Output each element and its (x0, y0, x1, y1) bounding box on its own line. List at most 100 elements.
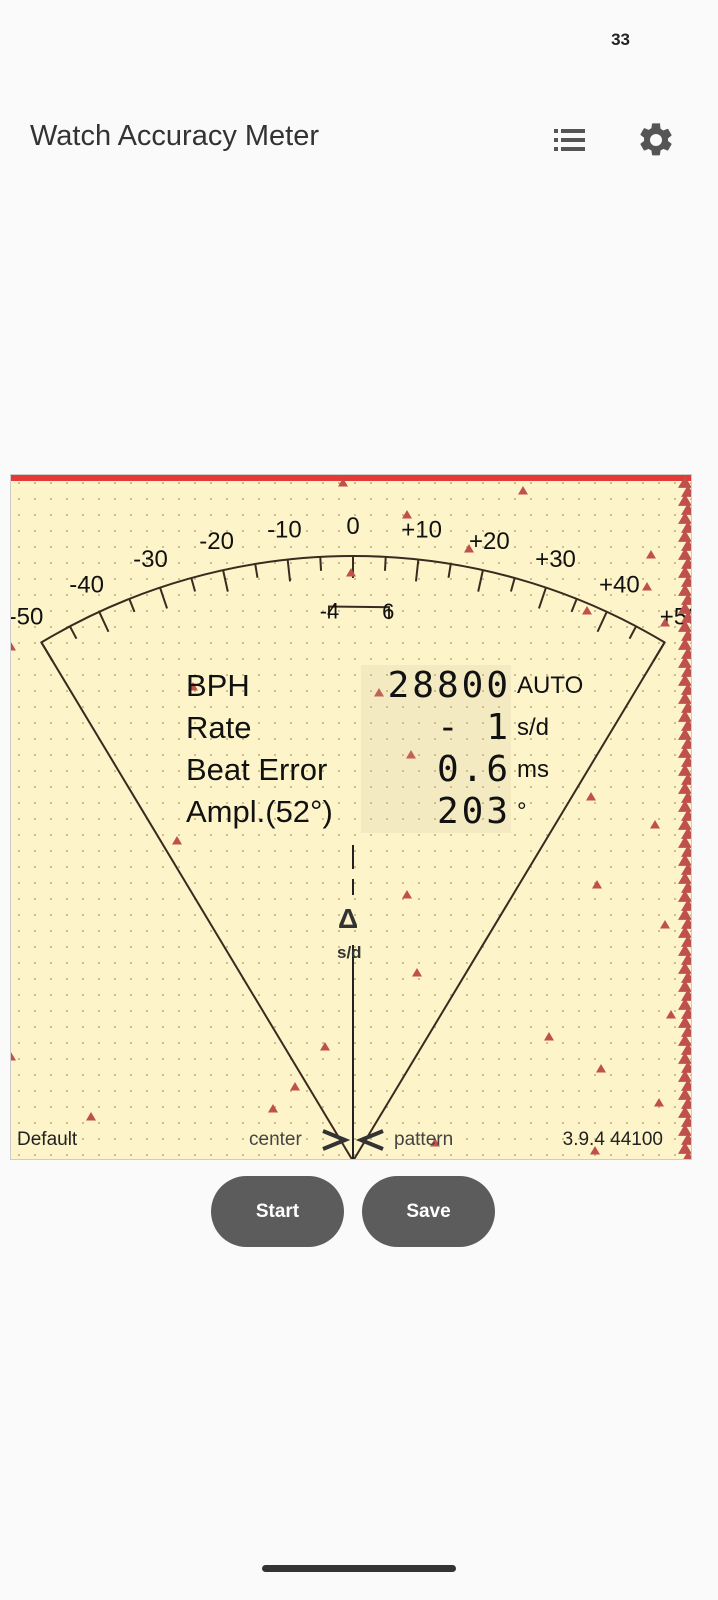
beat-marker (678, 620, 691, 632)
beat-marker (678, 800, 691, 812)
beat-marker (681, 863, 691, 875)
scale-tick (538, 587, 547, 609)
scale-tick (447, 563, 452, 578)
reading-beat-error: Beat Error 0.6 ms (186, 749, 583, 791)
gear-icon[interactable] (636, 120, 676, 160)
beat-marker (678, 854, 691, 866)
version-label: 3.9.4 44100 (562, 1129, 663, 1150)
beat-marker (678, 872, 691, 884)
beat-marker (678, 1106, 691, 1118)
beat-marker (681, 845, 691, 857)
delta-unit: s/d (337, 943, 362, 962)
beat-marker (678, 962, 691, 974)
beat-marker (678, 692, 691, 704)
beat-marker (678, 836, 691, 848)
scale-label: -10 (267, 517, 302, 544)
beat-marker (678, 584, 691, 596)
beat-marker (412, 968, 422, 977)
scale-tick (128, 598, 136, 613)
beat-marker (596, 1064, 606, 1073)
beat-marker (11, 642, 16, 651)
beat-marker (681, 575, 691, 587)
rate-window-bracket (327, 605, 391, 620)
start-button[interactable]: Start (211, 1176, 344, 1247)
beat-marker (678, 710, 691, 722)
readings: BPH 28800 AUTO Rate - 1 s/d Beat Error 0.6 ms … (186, 665, 583, 833)
beat-marker (681, 881, 691, 893)
beat-marker (681, 791, 691, 803)
beat-marker (681, 521, 691, 533)
beat-marker (681, 1079, 691, 1091)
beat-marker (464, 544, 474, 553)
beat-marker (681, 665, 691, 677)
scale-label: +40 (599, 572, 640, 599)
reading-label: Rate (186, 710, 252, 745)
reading-value: 203 (361, 791, 511, 833)
beat-marker (188, 682, 198, 691)
beat-marker (402, 890, 412, 899)
beat-marker (681, 1133, 691, 1145)
beat-marker (678, 980, 691, 992)
beat-marker (678, 1088, 691, 1100)
reading-value: - 1 (361, 707, 511, 749)
scale-label: -30 (133, 546, 168, 573)
scale-tick (98, 611, 110, 633)
home-indicator[interactable] (262, 1565, 456, 1572)
beat-marker (681, 737, 691, 749)
beat-marker (678, 908, 691, 920)
beat-marker (678, 638, 691, 650)
beat-marker (681, 503, 691, 515)
list-icon[interactable] (550, 120, 590, 160)
reading-value: 28800 (361, 665, 511, 707)
beat-marker (678, 674, 691, 686)
scale-tick (69, 625, 78, 640)
profile-label[interactable]: Default (17, 1129, 78, 1150)
app-bar: Watch Accuracy Meter (30, 110, 718, 160)
beat-marker (666, 1010, 676, 1019)
beat-marker (681, 935, 691, 947)
beat-marker (678, 494, 691, 506)
beat-marker (678, 548, 691, 560)
meter-dial: -50-40-30-20-100+10+20+30+40+50-46 (11, 475, 691, 1159)
beat-marker (320, 1042, 330, 1051)
beat-marker (678, 944, 691, 956)
beat-marker (650, 820, 660, 829)
beat-marker (681, 1115, 691, 1127)
beat-marker (681, 809, 691, 821)
reading-bph: BPH 28800 AUTO (186, 665, 583, 707)
battery-level: 33 (611, 30, 630, 49)
beat-marker (402, 510, 412, 519)
beat-marker (86, 1112, 96, 1121)
scale-label: 0 (346, 513, 359, 540)
reading-value: 0.6 (361, 749, 511, 791)
save-button[interactable]: Save (362, 1176, 495, 1247)
beat-marker (406, 750, 416, 759)
scale-tick (254, 563, 259, 578)
beat-marker (268, 1104, 278, 1113)
scale-label: -40 (69, 572, 104, 599)
beat-marker (678, 1016, 691, 1028)
scale-tick (652, 641, 666, 662)
beat-marker (681, 611, 691, 623)
scale-label: +10 (401, 517, 442, 544)
beat-marker (678, 656, 691, 668)
scale-tick (159, 587, 168, 609)
beat-marker (346, 568, 356, 577)
reading-label: Ampl.(52°) (186, 794, 333, 829)
beat-marker (654, 1098, 664, 1107)
beat-marker (290, 1082, 300, 1091)
scale-tick (477, 569, 484, 592)
beat-marker (678, 1124, 691, 1136)
beat-marker (660, 618, 670, 627)
scale-tick (222, 569, 229, 592)
beat-marker (681, 557, 691, 569)
beat-marker (681, 971, 691, 983)
reading-label: Beat Error (186, 752, 328, 787)
beat-marker (681, 1043, 691, 1055)
scale-label: +20 (469, 528, 510, 555)
window-label: -4 (320, 599, 340, 624)
pattern-arrow-icon (355, 1129, 384, 1151)
beat-marker (678, 890, 691, 902)
beat-marker (678, 476, 691, 488)
top-bar (11, 475, 691, 481)
